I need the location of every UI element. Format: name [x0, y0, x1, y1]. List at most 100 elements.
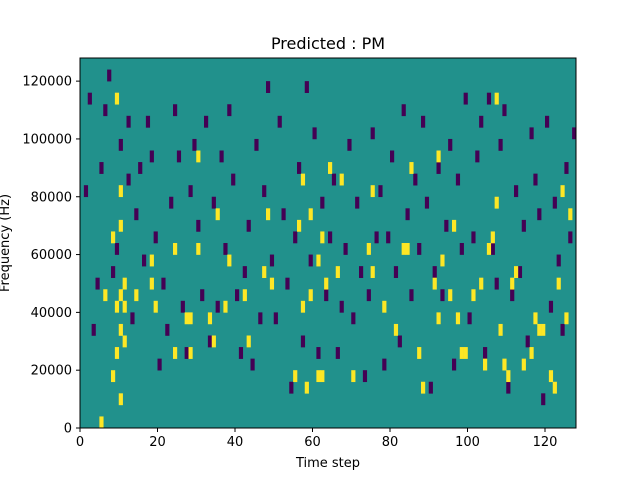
- heatmap-cell-low: [444, 219, 449, 232]
- heatmap-cell-low: [525, 335, 530, 348]
- heatmap-cell-high: [421, 381, 426, 394]
- heatmap-cell-high: [552, 381, 557, 394]
- heatmap-cell-low: [498, 138, 503, 151]
- heatmap-cell-high: [118, 185, 123, 198]
- heatmap-cell-low: [463, 92, 468, 105]
- heatmap-cell-low: [238, 347, 244, 359]
- heatmap-cell-high: [153, 300, 158, 313]
- y-tick-label: 20000: [31, 364, 72, 379]
- heatmap-cell-low: [231, 173, 236, 186]
- heatmap-cell-low: [207, 335, 213, 348]
- heatmap-cell-low: [502, 104, 507, 117]
- y-tick-label: 0: [64, 422, 72, 437]
- heatmap-cell-high: [432, 277, 437, 290]
- heatmap-cell-high: [366, 243, 371, 255]
- heatmap-cell-high: [541, 323, 546, 336]
- heatmap-cell-low: [424, 196, 430, 209]
- heatmap-cell-low: [490, 243, 495, 255]
- heatmap-cell-high: [122, 335, 127, 348]
- heatmap-cell-high: [560, 185, 565, 198]
- heatmap-cell-low: [483, 347, 488, 359]
- heatmap-cell-high: [436, 312, 441, 325]
- heatmap-cell-low: [537, 208, 542, 221]
- y-axis: 0 20000 40000 60000 80000 100000 120000: [22, 75, 80, 437]
- heatmap-cell-low: [510, 289, 515, 302]
- heatmap-cell-high: [300, 300, 306, 313]
- heatmap-cell-low: [362, 370, 368, 383]
- heatmap-cell-high: [122, 277, 127, 290]
- heatmap-cell-low: [83, 185, 89, 198]
- heatmap-cell-low: [107, 69, 112, 82]
- heatmap-cell-low: [246, 219, 251, 232]
- heatmap-cell-low: [130, 312, 135, 325]
- x-tick-label: 120: [533, 435, 558, 450]
- heatmap-cell-high: [122, 300, 127, 313]
- heatmap-cell-low: [335, 347, 340, 359]
- heatmap-cell-low: [560, 323, 565, 336]
- heatmap-cell-low: [165, 323, 170, 336]
- heatmap-cell-low: [506, 381, 511, 394]
- heatmap-cell-low: [324, 289, 329, 302]
- x-tick-label: 40: [227, 435, 244, 450]
- heatmap-cell-low: [331, 173, 337, 186]
- heatmap-cell-low: [266, 81, 271, 93]
- heatmap-cell-low: [436, 162, 441, 174]
- heatmap-cell-low: [320, 196, 325, 209]
- heatmap-cell-low: [180, 300, 185, 313]
- heatmap-cell-low: [173, 104, 178, 117]
- x-tick-label: 20: [149, 435, 166, 450]
- heatmap-cell-low: [196, 219, 201, 232]
- heatmap-cell-high: [320, 370, 325, 383]
- heatmap-cell-high: [479, 277, 484, 290]
- heatmap-cell-high: [215, 208, 220, 221]
- heatmap-cell-low: [308, 254, 313, 267]
- heatmap-cell-low: [440, 289, 445, 302]
- heatmap-cell-low: [413, 173, 418, 186]
- heatmap-cell-low: [204, 115, 209, 128]
- heatmap-cell-high: [405, 243, 410, 255]
- heatmap-cell-low: [397, 335, 402, 348]
- heatmap-cell-high: [436, 150, 441, 163]
- y-tick-label: 40000: [31, 306, 72, 321]
- heatmap-cell-low: [184, 347, 189, 359]
- heatmap-cell-high: [304, 381, 309, 394]
- heatmap-cell-low: [564, 162, 569, 174]
- heatmap-cell-high: [103, 289, 108, 302]
- heatmap-cell-high: [351, 370, 356, 383]
- heatmap-cell-high: [111, 370, 116, 383]
- heatmap-cell-low: [145, 115, 151, 128]
- chart-title: Predicted : PM: [271, 34, 385, 53]
- heatmap-cell-low: [374, 231, 379, 244]
- heatmap-cell-high: [269, 277, 275, 290]
- heatmap-cell-high: [417, 347, 422, 359]
- heatmap-cell-low: [242, 266, 247, 278]
- heatmap-cell-low: [293, 231, 298, 244]
- heatmap-cell-low: [277, 115, 282, 128]
- x-tick-label: 60: [304, 435, 321, 450]
- heatmap-cell-low: [386, 231, 391, 244]
- heatmap-cell-high: [300, 173, 306, 186]
- heatmap-cell-low: [258, 312, 263, 325]
- heatmap-cell-low: [250, 358, 255, 371]
- heatmap-cell-high: [262, 266, 267, 278]
- heatmap-cell-low: [452, 358, 457, 371]
- heatmap-cell-high: [227, 254, 232, 267]
- heatmap-cell-high: [486, 243, 492, 255]
- heatmap-cell-high: [308, 208, 313, 221]
- heatmap-cell-high: [111, 231, 116, 244]
- heatmap-cell-high: [118, 323, 123, 336]
- heatmap-cell-low: [548, 300, 554, 313]
- heatmap-cell-low: [211, 196, 216, 209]
- heatmap-cell-low: [479, 115, 484, 128]
- heatmap-cell-high: [297, 219, 302, 232]
- heatmap-cell-low: [347, 138, 352, 151]
- heatmap-cell-low: [235, 289, 240, 302]
- heatmap-cell-high: [316, 254, 321, 267]
- heatmap-cell-high: [207, 312, 213, 325]
- heatmap-cell-low: [254, 138, 259, 151]
- heatmap-cell-high: [211, 335, 216, 348]
- heatmap-cell-low: [157, 358, 162, 371]
- heatmap-cell-low: [142, 254, 147, 267]
- heatmap-cell-low: [169, 196, 174, 209]
- heatmap-cell-low: [545, 115, 550, 128]
